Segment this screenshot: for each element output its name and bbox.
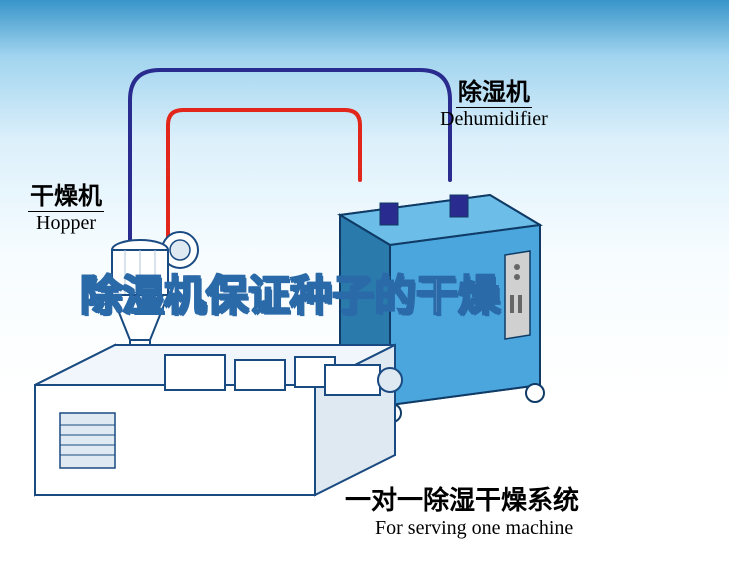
system-label-cn: 一对一除湿干燥系统 xyxy=(345,480,579,517)
dehumidifier-label-en: Dehumidifier xyxy=(440,108,548,131)
system-label-en: For serving one machine xyxy=(345,517,579,540)
system-label: 一对一除湿干燥系统 For serving one machine xyxy=(345,480,579,540)
overlay-banner-text: 除湿机保证种子的干燥 xyxy=(80,262,500,323)
dehumidifier-label-cn: 除湿机 xyxy=(456,72,532,108)
hopper-label: 干燥机 Hopper xyxy=(28,176,104,235)
hopper-label-cn: 干燥机 xyxy=(28,176,104,212)
hopper-label-en: Hopper xyxy=(28,212,104,235)
dehumidifier-label: 除湿机 Dehumidifier xyxy=(440,72,548,131)
